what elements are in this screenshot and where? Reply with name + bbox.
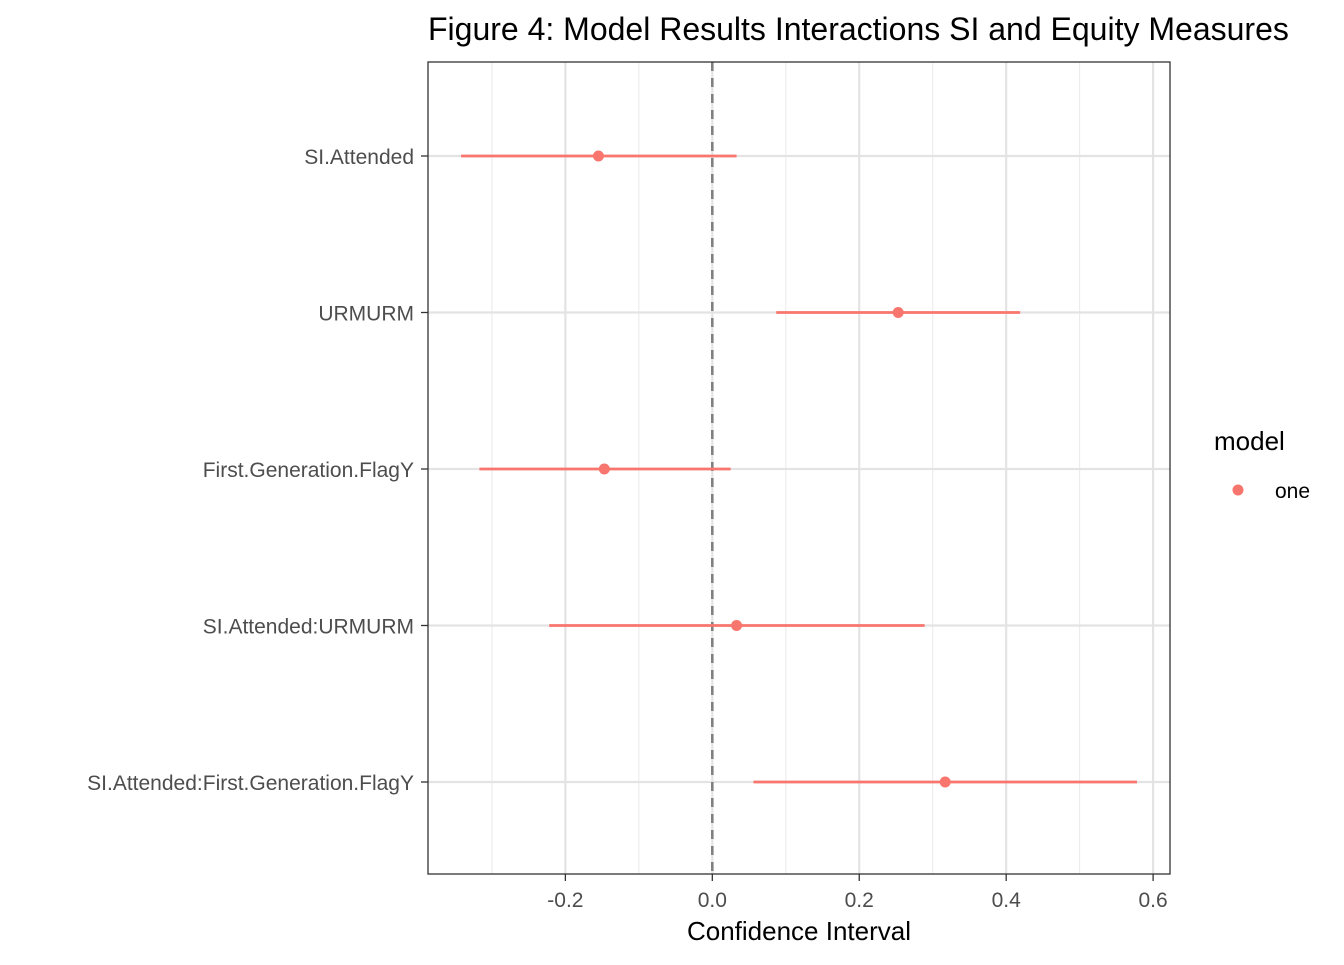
estimate-point-1 (592, 150, 604, 162)
estimate-point-3 (598, 463, 610, 475)
x-axis-title: Confidence Interval (687, 916, 911, 946)
y-tick-label: SI.Attended:First.Generation.FlagY (87, 772, 414, 795)
y-tick-label: SI.Attended (304, 146, 414, 169)
panel-border (427, 61, 1171, 875)
y-tick-label: URMURM (318, 303, 414, 326)
y-tick-label: First.Generation.FlagY (203, 459, 414, 482)
chart-title: Figure 4: Model Results Interactions SI … (428, 11, 1289, 47)
x-tick-label: 0.4 (992, 889, 1022, 912)
x-tick-label: 0.2 (845, 889, 874, 912)
x-tick-label: -0.2 (547, 889, 583, 912)
legend-key-one (1232, 484, 1244, 496)
x-tick-label: 0.6 (1139, 889, 1168, 912)
axes: -0.2 0.0 0.2 0.4 0.6 SI.Attended URMURM First.G… (87, 146, 1168, 912)
legend: model one (1214, 426, 1310, 503)
estimate-point-5 (939, 776, 951, 788)
legend-label-one: one (1275, 480, 1310, 503)
estimate-point-2 (892, 307, 904, 318)
data-series-one (461, 150, 1137, 788)
y-tick-label: SI.Attended:URMURM (203, 616, 414, 639)
estimate-point-4 (731, 620, 743, 631)
x-tick-label: 0.0 (698, 889, 727, 912)
legend-title: model (1214, 426, 1285, 456)
